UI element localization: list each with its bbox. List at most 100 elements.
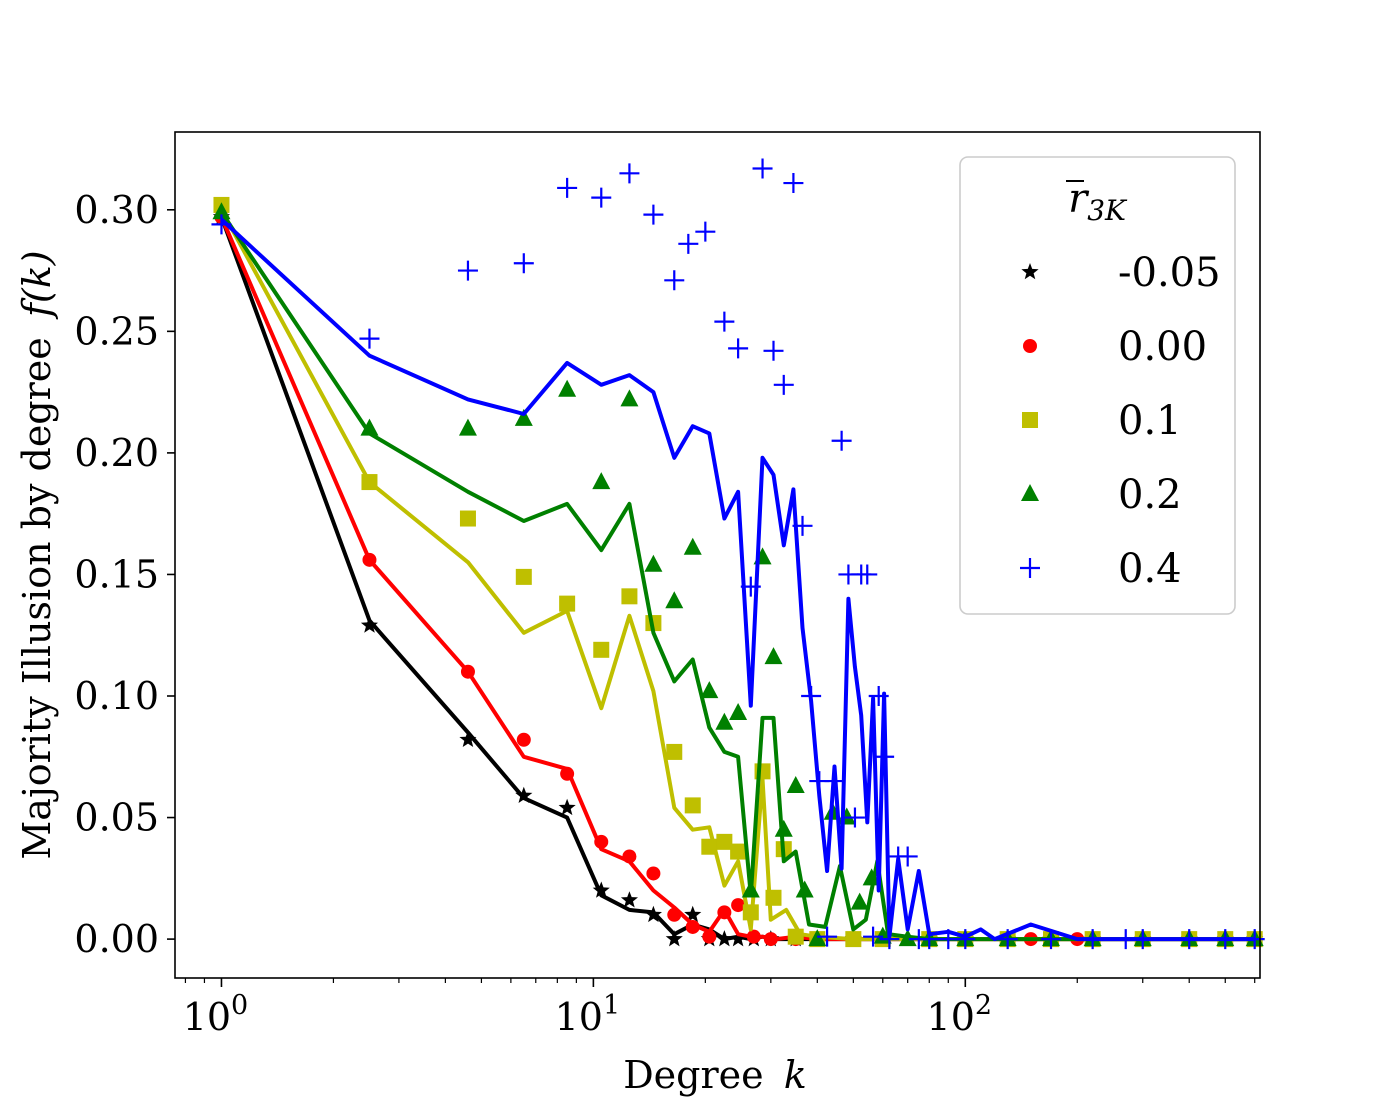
series-point bbox=[683, 537, 702, 555]
series-point bbox=[685, 919, 700, 934]
series-point bbox=[622, 849, 637, 864]
x-axis-label: Degree k bbox=[623, 1053, 807, 1097]
series-point bbox=[665, 930, 683, 947]
series-point bbox=[752, 158, 773, 179]
series-point bbox=[897, 846, 918, 867]
series-point bbox=[362, 552, 377, 567]
series-4 bbox=[211, 158, 1265, 950]
series-point bbox=[513, 253, 534, 274]
series-point bbox=[764, 647, 783, 665]
legend-marker bbox=[1021, 263, 1039, 280]
legend-label: 0.2 bbox=[1118, 472, 1182, 518]
y-axis-label-var: f(k) bbox=[15, 250, 59, 320]
x-tick-base: 10 bbox=[555, 995, 603, 1039]
x-tick-exponent: 2 bbox=[975, 990, 992, 1021]
series-point bbox=[728, 338, 749, 359]
series-point bbox=[684, 905, 702, 923]
series-point bbox=[643, 204, 664, 225]
series-point bbox=[717, 905, 732, 920]
legend-label: -0.05 bbox=[1118, 250, 1221, 296]
series-point bbox=[879, 929, 900, 950]
series-point bbox=[1215, 929, 1236, 950]
series-point bbox=[591, 187, 612, 208]
series-point bbox=[1082, 929, 1103, 950]
series-point bbox=[592, 881, 610, 898]
legend-entry: 0.4 bbox=[1020, 546, 1182, 592]
series-point bbox=[863, 926, 884, 947]
legend-title: r3K bbox=[1068, 176, 1128, 227]
series-point bbox=[715, 930, 733, 947]
series-point bbox=[620, 891, 638, 908]
series-point bbox=[695, 221, 716, 242]
series-point bbox=[740, 576, 761, 597]
y-axis-label-text: Majority Illusion by degree bbox=[15, 337, 59, 859]
series-point bbox=[1115, 929, 1136, 950]
y-axis-label: Majority Illusion by degree f(k) bbox=[15, 250, 59, 859]
series-point bbox=[850, 892, 869, 910]
series-point bbox=[868, 686, 889, 706]
series-point bbox=[594, 834, 609, 849]
series-point bbox=[837, 807, 856, 825]
series-point bbox=[955, 929, 976, 950]
series-point bbox=[715, 712, 734, 730]
series-point bbox=[1041, 929, 1061, 950]
series-point bbox=[862, 868, 881, 886]
series-point bbox=[786, 775, 805, 793]
series-point bbox=[212, 202, 231, 220]
series-point bbox=[620, 389, 639, 407]
series-point bbox=[701, 838, 718, 855]
series-point bbox=[831, 430, 852, 451]
series-point bbox=[765, 889, 782, 906]
x-tick-exponent: 1 bbox=[603, 990, 620, 1021]
series-point bbox=[729, 930, 747, 947]
series-point bbox=[684, 797, 701, 814]
series-point bbox=[997, 929, 1018, 950]
series-point bbox=[360, 616, 378, 633]
x-axis-label-text: Degree bbox=[623, 1053, 763, 1097]
series-point bbox=[460, 664, 475, 679]
series-point bbox=[361, 474, 378, 491]
series-point bbox=[742, 904, 759, 921]
y-tick-label: 0.25 bbox=[74, 309, 159, 353]
x-tick-base: 10 bbox=[927, 995, 975, 1039]
series-point bbox=[592, 472, 611, 490]
series-point bbox=[730, 843, 747, 860]
series-point bbox=[817, 926, 838, 947]
x-axis-label-var: k bbox=[784, 1053, 807, 1097]
legend-label: 0.4 bbox=[1118, 546, 1182, 592]
series-point bbox=[457, 260, 478, 281]
series-point bbox=[874, 746, 895, 767]
series-point bbox=[702, 929, 717, 944]
series-point bbox=[593, 641, 610, 658]
series-point bbox=[621, 588, 638, 605]
legend-marker bbox=[1022, 412, 1038, 428]
series-point bbox=[516, 732, 531, 747]
series-point bbox=[714, 311, 735, 332]
series-point bbox=[557, 177, 578, 198]
legend-marker bbox=[1020, 558, 1040, 578]
series-point bbox=[1179, 929, 1200, 950]
series-point bbox=[459, 730, 477, 747]
y-tick-label: 0.20 bbox=[74, 431, 159, 475]
series-line bbox=[220, 218, 1255, 942]
series-point bbox=[558, 379, 577, 397]
legend-marker bbox=[1021, 484, 1039, 501]
series-point bbox=[938, 929, 959, 950]
x-tick-label: 102 bbox=[927, 990, 993, 1039]
x-tick-label: 100 bbox=[183, 990, 249, 1039]
series-point bbox=[360, 418, 379, 436]
series-point bbox=[678, 233, 699, 254]
plot-frame bbox=[174, 131, 1261, 979]
series-point bbox=[560, 766, 575, 781]
plot-content bbox=[211, 158, 1265, 950]
x-tick-label: 101 bbox=[555, 990, 621, 1039]
series-point bbox=[729, 703, 748, 721]
series-point bbox=[801, 686, 822, 706]
series-point bbox=[774, 819, 793, 837]
series-point bbox=[559, 595, 576, 612]
series-point bbox=[515, 786, 533, 803]
legend-entry: 0.1 bbox=[1022, 398, 1182, 444]
series-point bbox=[514, 408, 533, 426]
y-tick-label: 0.10 bbox=[74, 674, 159, 718]
